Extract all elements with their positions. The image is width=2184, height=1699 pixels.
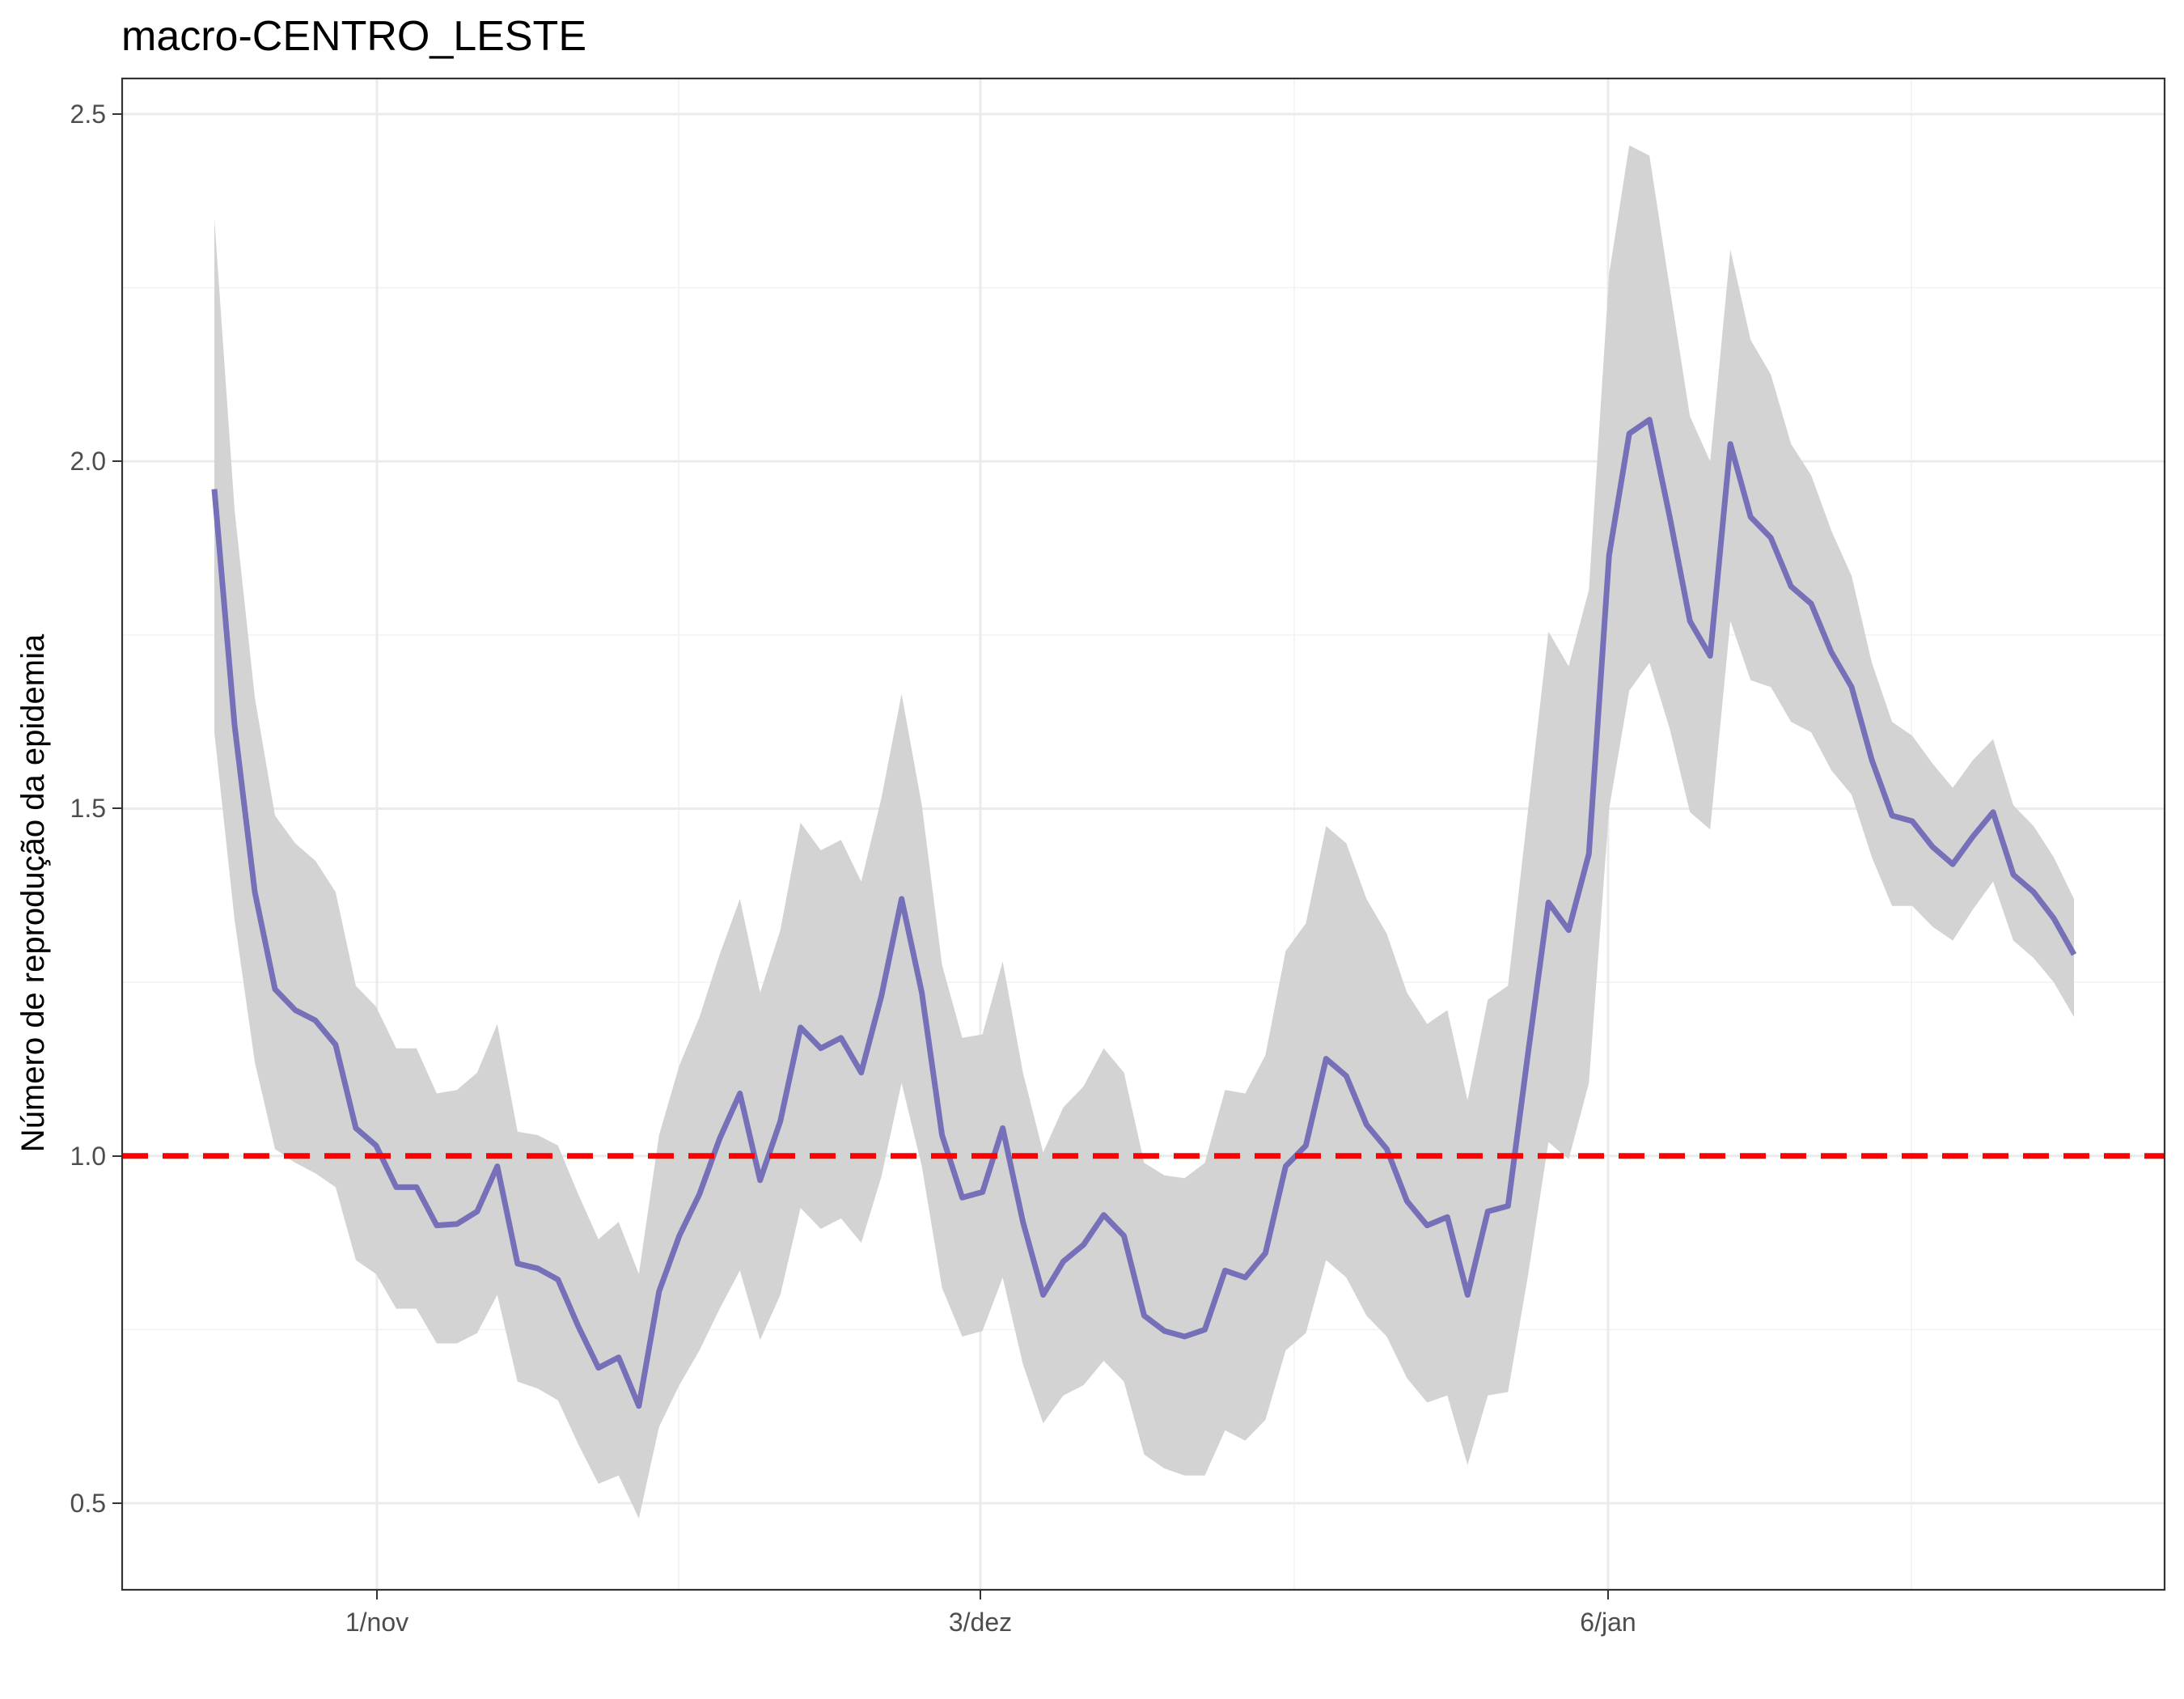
x-axis: 1/nov 3/dez 6/jan: [345, 1590, 1636, 1637]
y-tick-label: 2.5: [70, 100, 106, 129]
y-tick-label: 1.0: [70, 1142, 106, 1171]
x-tick-label: 3/dez: [949, 1608, 1012, 1637]
x-tick-label: 1/nov: [345, 1608, 408, 1637]
panel-border: [121, 77, 2166, 1591]
y-tick-label: 2.0: [70, 447, 106, 476]
rt-line-layer: [211, 417, 2077, 1409]
confidence-ribbon: [214, 145, 2074, 1519]
confidence-ribbon-layer: [214, 145, 2074, 1519]
chart-title: macro-CENTRO_LESTE: [121, 13, 586, 60]
y-tick-label: 0.5: [70, 1489, 106, 1518]
x-tick-label: 6/jan: [1580, 1608, 1636, 1637]
y-axis: 0.5 1.0 1.5 2.0 2.5: [70, 100, 122, 1518]
y-tick-label: 1.5: [70, 794, 106, 823]
y-axis-label: Número de reprodução da epidemia: [15, 633, 51, 1152]
rt-series-line: [211, 417, 2077, 1409]
